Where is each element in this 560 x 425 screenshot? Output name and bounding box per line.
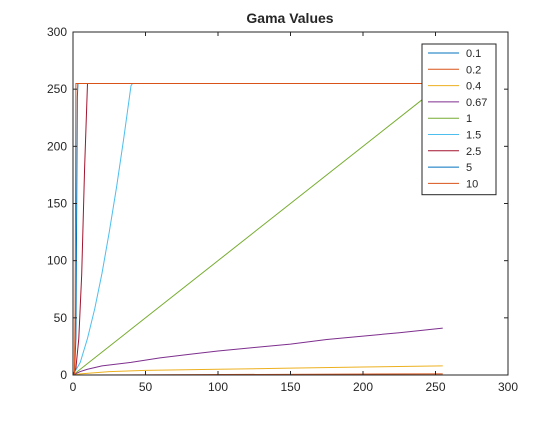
series-line-0-67 [72, 327, 443, 376]
legend-label: 5 [466, 162, 472, 174]
legend-label: 10 [466, 178, 478, 190]
legend-label: 0.1 [466, 48, 481, 60]
legend-label: 0.67 [466, 97, 487, 109]
x-tick-label: 50 [139, 380, 153, 394]
y-tick-label: 150 [47, 197, 67, 211]
legend-box [421, 43, 497, 196]
y-tick-label: 100 [47, 254, 67, 268]
legend-label: 0.4 [466, 81, 481, 93]
y-tick-label: 0 [60, 368, 67, 382]
axes-layer: 0 50 100 150 200 250 300 0 50 100 150 200 250 300 [47, 25, 518, 394]
legend-label: 2.5 [466, 146, 481, 158]
series-line-1-5 [72, 82, 443, 376]
x-tick-label: 300 [498, 380, 518, 394]
x-tick-label: 250 [425, 380, 445, 394]
x-tick-label: 100 [208, 380, 228, 394]
x-tick-label: 150 [280, 380, 300, 394]
chart-title: Gama Values [246, 10, 333, 26]
x-tick-label: 200 [353, 380, 373, 394]
x-tick-label: 0 [70, 380, 77, 394]
y-tick-label: 300 [47, 25, 67, 39]
legend: 0.1 0.2 0.4 0.67 1 1.5 2.5 5 10 [421, 43, 497, 196]
y-tick-label: 200 [47, 139, 67, 153]
y-tick-label: 50 [54, 311, 68, 325]
series-line-1 [72, 83, 444, 376]
legend-label: 0.2 [466, 64, 481, 76]
y-tick-label: 250 [47, 82, 67, 96]
series-line-10 [72, 82, 443, 376]
series-layer [72, 82, 444, 376]
series-line-0-4 [72, 365, 443, 376]
legend-label: 1 [466, 113, 472, 125]
legend-label: 1.5 [466, 130, 481, 142]
